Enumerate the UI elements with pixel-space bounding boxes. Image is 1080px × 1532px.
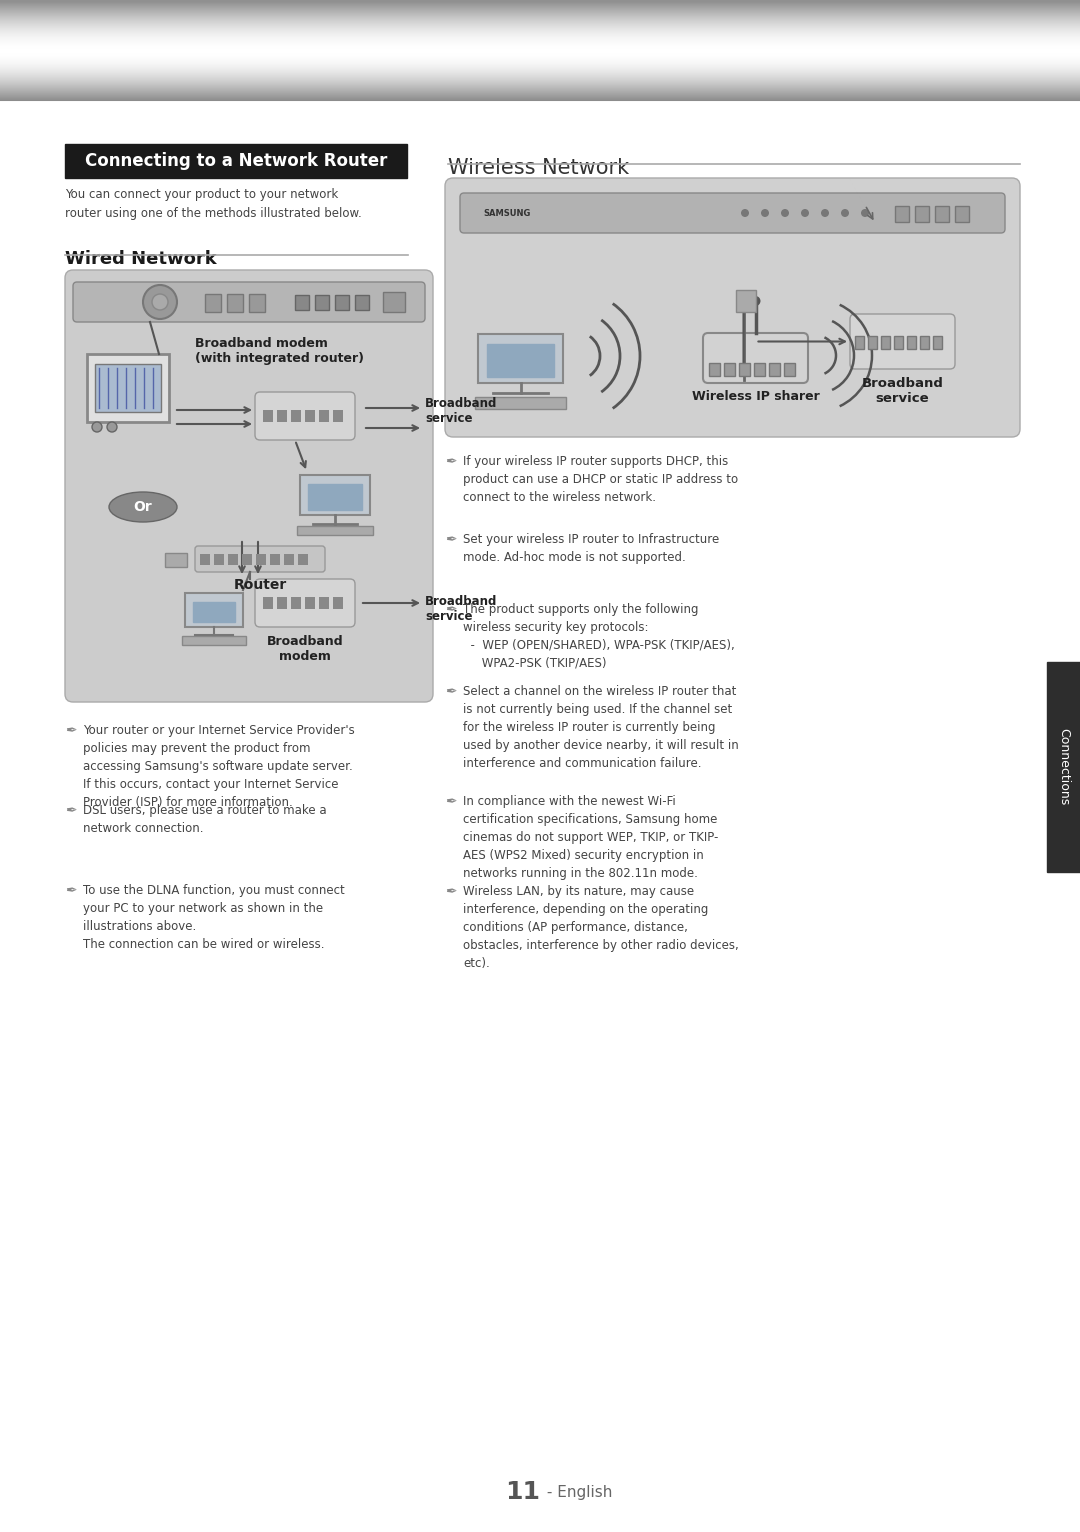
FancyBboxPatch shape (445, 178, 1020, 437)
Bar (284, 555, 294, 565)
Text: In compliance with the newest Wi-Fi
certification specifications, Samsung home
c: In compliance with the newest Wi-Fi cert… (463, 795, 718, 879)
Bar (291, 411, 301, 421)
Bar (319, 411, 329, 421)
Text: To use the DLNA function, you must connect
your PC to your network as shown in t: To use the DLNA function, you must conne… (83, 884, 345, 951)
Bar (276, 411, 287, 421)
FancyBboxPatch shape (65, 270, 433, 702)
Bar (933, 336, 942, 349)
Bar (264, 597, 273, 610)
Bar (291, 597, 301, 610)
Text: Broadband
service: Broadband service (862, 377, 944, 404)
Bar (205, 294, 221, 313)
Bar (915, 205, 929, 222)
Text: Connections: Connections (1057, 728, 1070, 806)
Bar (907, 336, 916, 349)
Text: ✒: ✒ (445, 795, 457, 809)
Bar (305, 411, 315, 421)
FancyBboxPatch shape (460, 193, 1005, 233)
Text: DSL users, please use a router to make a
network connection.: DSL users, please use a router to make a… (83, 804, 326, 835)
Bar (333, 597, 343, 610)
Bar (214, 555, 224, 565)
Text: ✒: ✒ (65, 804, 77, 818)
FancyBboxPatch shape (183, 636, 246, 645)
Bar (165, 553, 187, 567)
Circle shape (741, 208, 750, 218)
Ellipse shape (109, 492, 177, 522)
FancyBboxPatch shape (255, 579, 355, 627)
Text: ✒: ✒ (65, 725, 77, 738)
Circle shape (751, 296, 760, 306)
Bar (256, 555, 266, 565)
Bar (708, 363, 720, 375)
Bar (735, 290, 756, 313)
Circle shape (801, 208, 809, 218)
Text: Broadband
modem: Broadband modem (267, 634, 343, 663)
Text: Router: Router (233, 578, 286, 591)
Circle shape (821, 208, 829, 218)
FancyBboxPatch shape (65, 144, 407, 178)
Bar (754, 363, 765, 375)
Bar (881, 336, 890, 349)
Text: ✒: ✒ (445, 604, 457, 617)
Text: ✒: ✒ (445, 533, 457, 547)
Text: Wired Network: Wired Network (65, 250, 217, 268)
Bar (955, 205, 969, 222)
Bar (769, 363, 780, 375)
FancyBboxPatch shape (95, 365, 161, 412)
Bar (868, 336, 877, 349)
Text: ✒: ✒ (445, 455, 457, 469)
Bar (935, 205, 949, 222)
Bar (355, 296, 369, 309)
Bar (784, 363, 795, 375)
Text: Broadband modem
(with integrated router): Broadband modem (with integrated router) (195, 337, 364, 365)
Bar (295, 296, 309, 309)
Circle shape (152, 294, 168, 309)
FancyBboxPatch shape (300, 475, 370, 515)
Bar (298, 555, 308, 565)
Bar (270, 555, 280, 565)
Bar (264, 411, 273, 421)
Text: If your wireless IP router supports DHCP, this
product can use a DHCP or static : If your wireless IP router supports DHCP… (463, 455, 738, 504)
FancyBboxPatch shape (850, 314, 955, 369)
Bar (276, 597, 287, 610)
Text: Or: Or (134, 499, 152, 515)
FancyBboxPatch shape (297, 525, 373, 535)
Bar (228, 555, 238, 565)
Text: ✒: ✒ (65, 884, 77, 898)
FancyBboxPatch shape (255, 392, 355, 440)
FancyBboxPatch shape (87, 354, 168, 421)
Text: ✒: ✒ (445, 885, 457, 899)
Bar (739, 363, 750, 375)
Bar (333, 411, 343, 421)
FancyBboxPatch shape (475, 397, 566, 409)
FancyBboxPatch shape (478, 334, 563, 383)
Text: Your router or your Internet Service Provider's
policies may prevent the product: Your router or your Internet Service Pro… (83, 725, 354, 809)
Circle shape (841, 208, 849, 218)
Bar (335, 296, 349, 309)
Bar (894, 336, 903, 349)
Bar (383, 293, 405, 313)
Text: ✒: ✒ (445, 685, 457, 699)
Circle shape (143, 285, 177, 319)
Text: Wireless LAN, by its nature, may cause
interference, depending on the operating
: Wireless LAN, by its nature, may cause i… (463, 885, 739, 970)
Text: Set your wireless IP router to Infrastructure
mode. Ad-hoc mode is not supported: Set your wireless IP router to Infrastru… (463, 533, 719, 564)
Circle shape (761, 208, 769, 218)
Bar (242, 555, 252, 565)
Text: SAMSUNG: SAMSUNG (483, 208, 530, 218)
Bar (855, 336, 864, 349)
Text: Broadband
service: Broadband service (426, 397, 498, 424)
Bar (305, 597, 315, 610)
Text: Wireless IP sharer: Wireless IP sharer (691, 391, 820, 403)
Bar (249, 294, 265, 313)
Bar (200, 555, 210, 565)
FancyBboxPatch shape (487, 345, 554, 377)
FancyBboxPatch shape (193, 602, 235, 622)
Circle shape (92, 421, 102, 432)
Bar (315, 296, 329, 309)
Text: Broadband
service: Broadband service (426, 594, 498, 624)
Bar (724, 363, 735, 375)
FancyBboxPatch shape (703, 332, 808, 383)
Bar (920, 336, 929, 349)
Bar (319, 597, 329, 610)
